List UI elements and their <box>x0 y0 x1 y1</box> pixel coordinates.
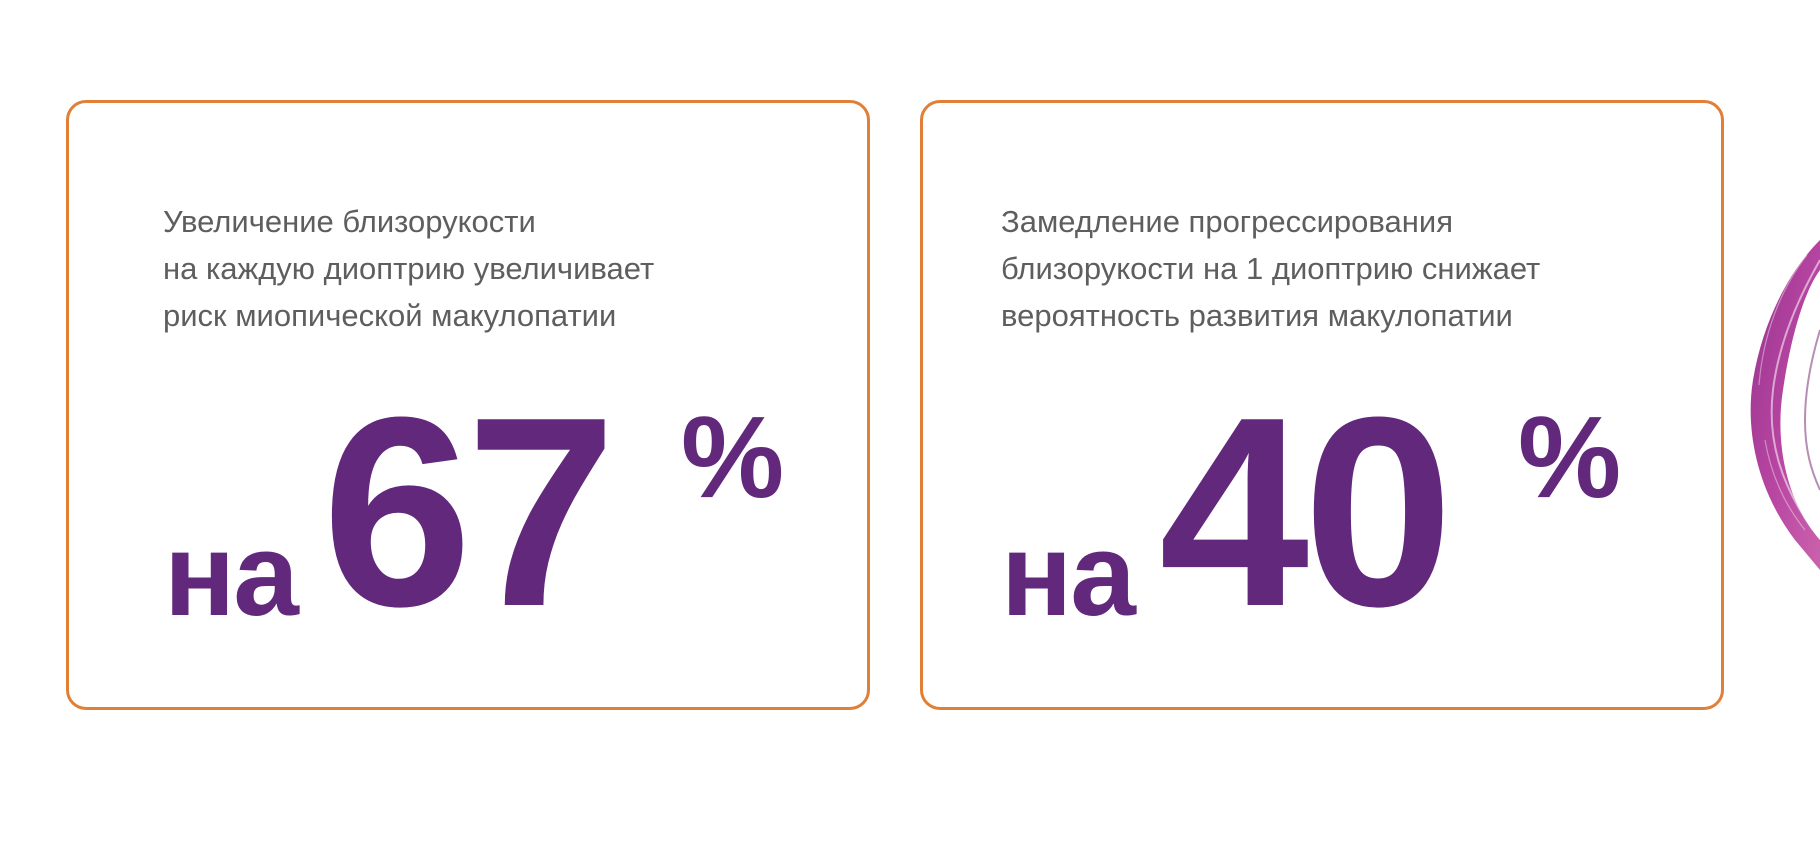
description-line: близорукости на 1 диоптрию снижает <box>1001 251 1541 286</box>
stat-unit: % <box>1518 392 1622 522</box>
description-line: на каждую диоптрию увеличивает <box>163 251 655 286</box>
stat-card-progression-slowdown: Замедление прогрессирования близорукости… <box>920 100 1724 710</box>
brush-stroke-icon <box>1750 240 1820 570</box>
stat-value: 67 <box>322 362 616 663</box>
description-line: Увеличение близорукости <box>163 204 536 239</box>
description-line: вероятность развития макулопатии <box>1001 298 1513 333</box>
stat-card-myopia-risk: Увеличение близорукости на каждую диоптр… <box>66 100 870 710</box>
description-line: Замедление прогрессирования <box>1001 204 1453 239</box>
card-description: Увеличение близорукости на каждую диоптр… <box>163 198 654 339</box>
stat-prefix: на <box>164 509 299 641</box>
stat-unit: % <box>681 392 785 522</box>
stat-prefix: на <box>1001 509 1136 641</box>
description-line: риск миопической макулопатии <box>163 298 617 333</box>
card-description: Замедление прогрессирования близорукости… <box>1001 198 1540 339</box>
stat-value: 40 <box>1159 362 1453 663</box>
